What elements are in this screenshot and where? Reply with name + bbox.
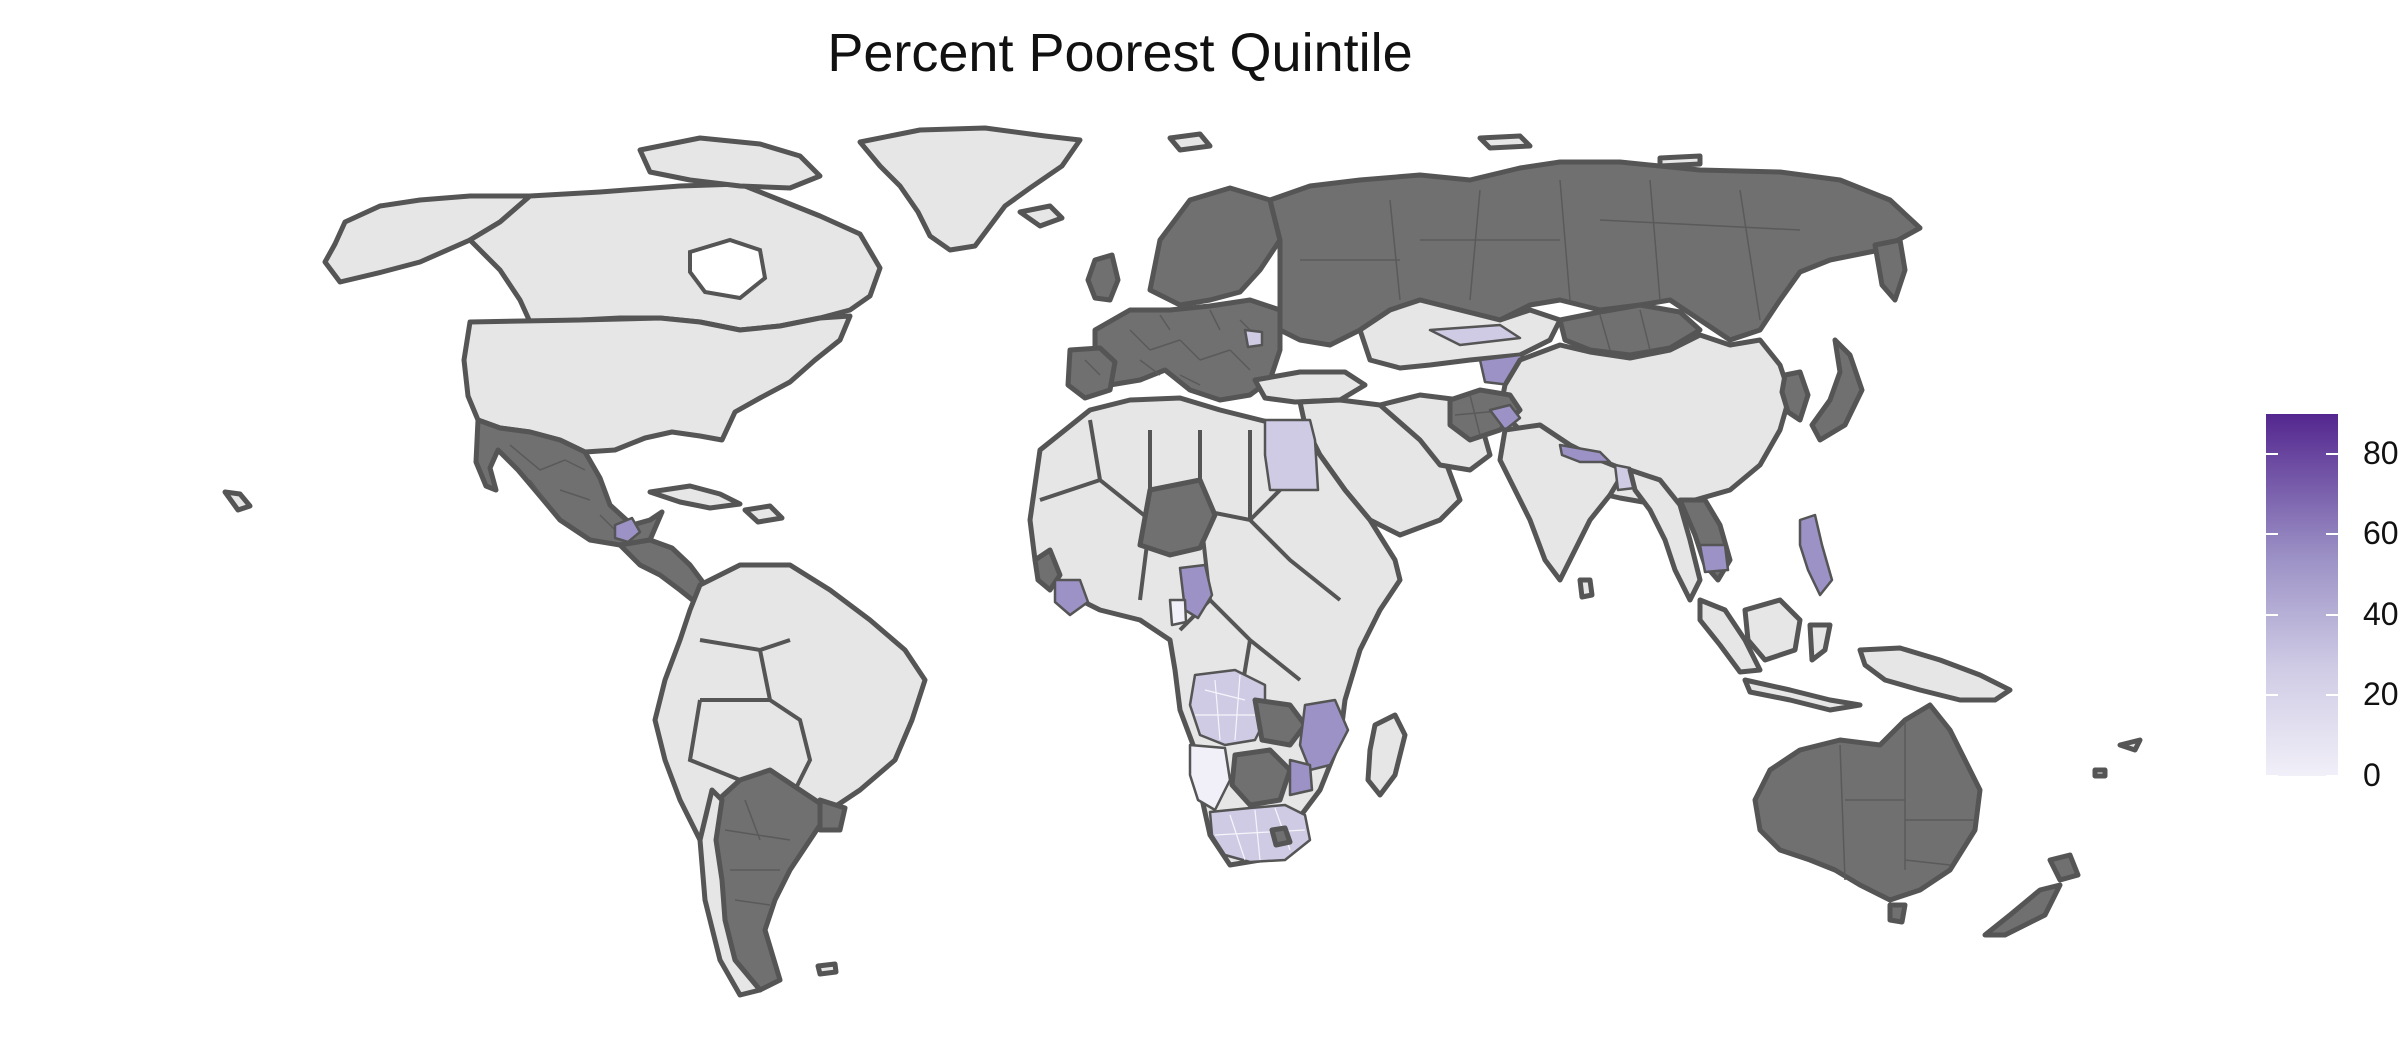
mozambique-malawi	[1298, 698, 1350, 772]
tasmania	[1887, 902, 1908, 925]
japan	[1809, 337, 1865, 443]
sri-lanka	[1577, 577, 1595, 600]
botswana-zimbabwe	[1229, 747, 1293, 808]
zimbabwe-region	[1288, 758, 1314, 797]
cambodia	[1698, 543, 1730, 574]
legend-tick-40: 40	[2363, 596, 2399, 632]
java-lesser-sunda	[1742, 677, 1863, 713]
mongolia-regions	[1599, 309, 1651, 351]
egypt	[1263, 418, 1320, 492]
scandinavia	[1147, 185, 1283, 308]
kazakhstan-region	[1428, 323, 1522, 347]
map-title: Percent Poorest Quintile	[827, 23, 1413, 83]
new-guinea	[1857, 645, 2013, 703]
sa-borders	[687, 638, 813, 821]
legend-tick-80: 80	[2363, 435, 2399, 471]
legend-tick-60: 60	[2363, 515, 2399, 551]
new-zealand	[1982, 852, 2081, 938]
canada	[467, 181, 883, 333]
argentina-provinces	[724, 799, 791, 906]
zambia-region	[1252, 697, 1308, 748]
uruguay	[817, 797, 848, 833]
falklands	[815, 961, 839, 977]
australia-states	[1839, 720, 1975, 881]
turkey	[1252, 369, 1368, 405]
southern-africa-left	[1188, 668, 1267, 747]
pacific-isles	[2092, 737, 2143, 779]
sumatra-malaysia	[1697, 597, 1763, 675]
nepal	[1558, 443, 1612, 464]
korea	[1779, 369, 1811, 423]
mongolia	[1557, 302, 1703, 358]
myanmar-thailand	[1627, 467, 1703, 603]
south-africa-sub	[1214, 807, 1306, 861]
iceland	[1017, 203, 1065, 229]
kamchatka-sakhalin	[1872, 237, 1908, 303]
australia	[1752, 702, 1983, 903]
legend-tick-0: 0	[2363, 757, 2381, 793]
europe-mainland	[1092, 297, 1283, 403]
pakistan	[1488, 403, 1522, 432]
iberia	[1065, 345, 1118, 401]
lesotho	[1269, 825, 1293, 848]
serbia-region	[1243, 328, 1264, 349]
arctic-isles	[1477, 133, 1703, 169]
borneo	[1742, 597, 1803, 663]
south-africa	[1208, 803, 1312, 864]
uk-ireland	[1085, 252, 1121, 303]
angola-namibia-west	[1188, 743, 1232, 812]
legend-tick-20: 20	[2363, 676, 2399, 712]
russia-regions	[1300, 179, 1801, 321]
sulawesi	[1807, 622, 1833, 663]
caribbean-hispaniola	[742, 503, 785, 525]
guatemala-honduras	[613, 516, 642, 544]
philippines	[1798, 513, 1834, 597]
sierra-leone-liberia	[1053, 578, 1090, 617]
caribbean-cuba	[647, 483, 743, 511]
chad-region	[1137, 477, 1218, 558]
madagascar	[1365, 712, 1408, 798]
legend-tick-marks	[2266, 453, 2338, 777]
hawaii	[222, 489, 253, 513]
mexico-states	[509, 444, 616, 531]
legend-colorbar	[2266, 414, 2338, 776]
greenland	[857, 125, 1083, 253]
hudson-bay	[688, 237, 768, 301]
ghana-togo	[1168, 598, 1188, 627]
canada-islands	[637, 135, 823, 191]
southern-africa-left-sub	[1195, 674, 1260, 741]
svalbard	[1167, 131, 1213, 153]
chile	[697, 787, 763, 998]
